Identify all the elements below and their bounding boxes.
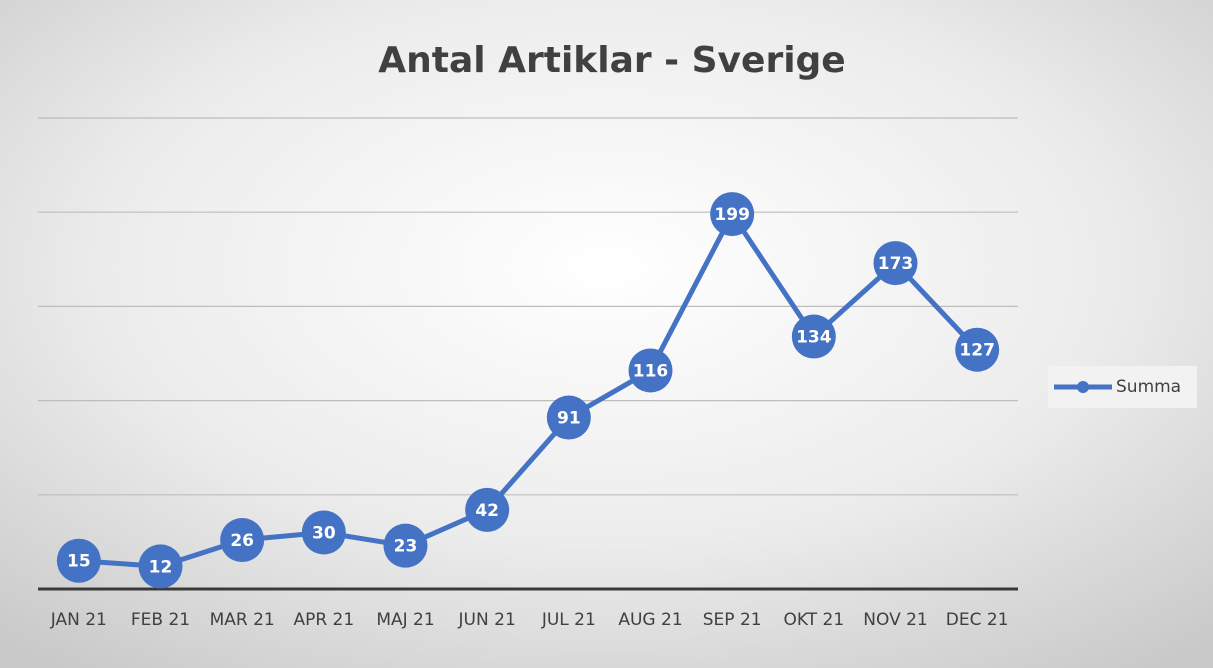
x-tick-label: MAR 21 [210, 610, 275, 630]
x-tick-label: APR 21 [293, 610, 354, 630]
x-tick-label: MAJ 21 [376, 610, 434, 630]
data-label: 26 [230, 531, 254, 551]
marker [873, 241, 918, 286]
data-label: 134 [796, 328, 832, 348]
data-label: 23 [394, 537, 418, 557]
x-tick-label: NOV 21 [863, 610, 927, 630]
data-label: 199 [714, 205, 750, 225]
marker [955, 327, 1000, 372]
marker [628, 348, 673, 393]
data-label: 91 [557, 409, 581, 429]
chart-title: Antal Artiklar - Sverige [378, 40, 845, 81]
x-tick-label: AUG 21 [618, 610, 682, 630]
data-label: 42 [475, 501, 499, 521]
marker [56, 538, 101, 583]
marker [546, 395, 591, 440]
marker [383, 523, 428, 568]
x-tick-label: JUL 21 [541, 610, 596, 630]
x-tick-label: OKT 21 [784, 610, 845, 630]
legend-marker [1077, 381, 1089, 393]
x-tick-label: JUN 21 [458, 610, 516, 630]
data-label: 12 [149, 557, 173, 577]
data-label: 127 [959, 341, 995, 361]
data-label: 116 [633, 361, 669, 381]
x-tick-label: JAN 21 [50, 610, 107, 630]
data-label: 15 [67, 552, 91, 572]
marker [301, 510, 346, 555]
legend-label: Summa [1116, 377, 1181, 397]
marker [220, 518, 265, 563]
x-tick-label: FEB 21 [131, 610, 190, 630]
marker [138, 544, 183, 589]
x-tick-label: DEC 21 [946, 610, 1009, 630]
data-label: 173 [878, 254, 914, 274]
marker [710, 192, 755, 237]
marker [465, 487, 510, 532]
x-tick-label: SEP 21 [703, 610, 762, 630]
marker [791, 314, 836, 359]
data-label: 30 [312, 523, 336, 543]
